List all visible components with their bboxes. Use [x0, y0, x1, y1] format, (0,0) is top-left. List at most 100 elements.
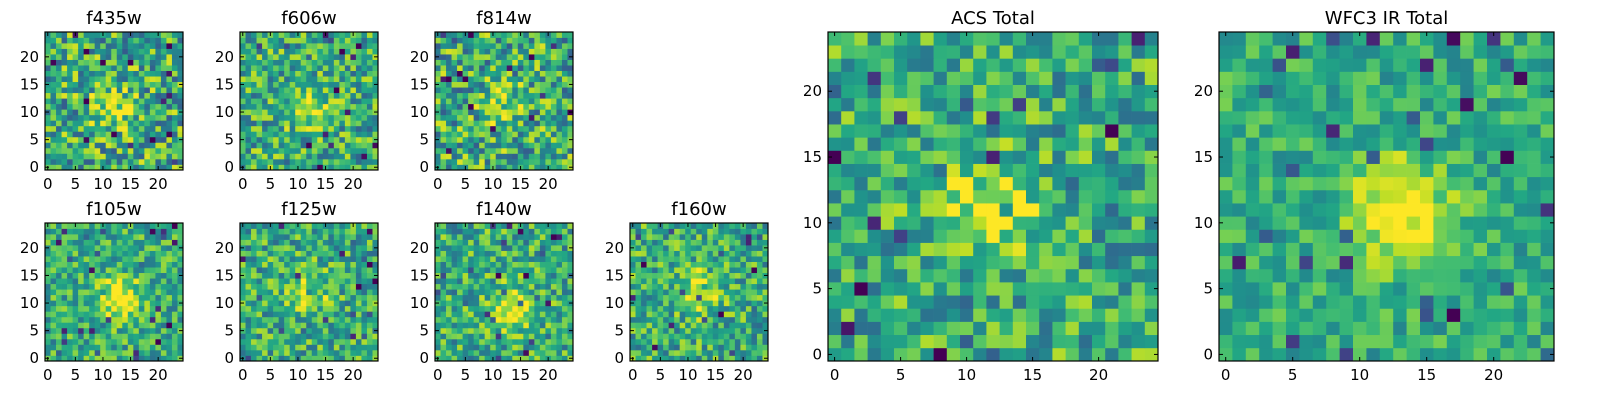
heatmap-cell — [635, 228, 642, 235]
heatmap-cell — [245, 125, 252, 132]
heatmap-cell — [67, 355, 73, 362]
heatmap-cell — [501, 305, 508, 312]
heatmap-cell — [50, 300, 57, 307]
heatmap-cell — [289, 48, 296, 55]
y-tick-label: 0 — [224, 349, 234, 367]
heatmap-cell — [138, 333, 145, 340]
heatmap-cell — [122, 98, 129, 105]
heatmap-cell — [986, 295, 1000, 309]
heatmap-cell — [517, 289, 524, 296]
heatmap-cell — [933, 189, 948, 204]
heatmap-cell — [457, 147, 463, 154]
heatmap-cell — [506, 228, 513, 235]
heatmap-cell — [495, 48, 502, 55]
heatmap-cell — [339, 142, 346, 149]
heatmap-cell — [361, 322, 368, 329]
heatmap-cell — [435, 322, 441, 329]
heatmap-cell — [696, 234, 703, 240]
heatmap-cell — [506, 294, 513, 301]
heatmap-cell — [679, 327, 686, 334]
heatmap-cell — [306, 87, 313, 94]
heatmap-cell — [501, 92, 508, 99]
heatmap-cell — [635, 316, 642, 323]
heatmap-cell — [946, 163, 961, 178]
heatmap-cell — [663, 294, 669, 301]
heatmap-cell — [56, 103, 62, 110]
heatmap-cell — [723, 327, 730, 334]
heatmap-cell — [894, 334, 908, 349]
heatmap-cell — [468, 65, 474, 71]
heatmap-cell — [1105, 321, 1119, 336]
heatmap-cell — [344, 164, 351, 171]
heatmap-cell — [512, 87, 519, 94]
heatmap-cell — [506, 234, 513, 240]
heatmap-cell — [534, 245, 541, 251]
heatmap-cell — [50, 283, 57, 290]
heatmap-cell — [317, 158, 324, 165]
heatmap-cell — [133, 54, 140, 60]
heatmap-cell — [295, 81, 302, 88]
heatmap-cell — [322, 294, 329, 301]
heatmap-cell — [1118, 347, 1132, 362]
heatmap-cell — [339, 272, 346, 279]
heatmap-cell — [339, 32, 346, 38]
heatmap-cell — [1118, 321, 1132, 336]
heatmap-cell — [284, 278, 291, 285]
heatmap-cell — [72, 250, 79, 257]
heatmap-cell — [473, 272, 480, 279]
heatmap-cell — [635, 283, 642, 290]
heatmap-cell — [94, 349, 101, 356]
heatmap-cell — [528, 245, 535, 251]
heatmap-cell — [166, 272, 173, 279]
heatmap-cell — [462, 136, 469, 143]
heatmap-cell — [462, 54, 469, 60]
heatmap-cell — [435, 131, 441, 138]
heatmap-cell — [523, 37, 530, 44]
heatmap-cell — [440, 261, 447, 268]
heatmap-cell — [361, 109, 368, 116]
heatmap-cell — [361, 294, 368, 301]
heatmap-cell — [512, 70, 519, 77]
heatmap-cell — [350, 125, 357, 132]
heatmap-cell — [372, 125, 379, 132]
heatmap-cell — [468, 294, 474, 301]
heatmap-cell — [495, 305, 502, 312]
heatmap-cell — [630, 316, 636, 323]
heatmap-cell — [240, 239, 246, 246]
heatmap-cell — [468, 109, 474, 116]
heatmap-cell — [251, 103, 257, 110]
heatmap-cell — [1039, 255, 1053, 270]
heatmap-cell — [462, 142, 469, 149]
heatmap-cell — [295, 59, 302, 66]
heatmap-cell — [50, 245, 57, 251]
heatmap-cell — [267, 300, 274, 307]
heatmap-cell — [171, 289, 178, 296]
heatmap-cell — [506, 158, 513, 165]
heatmap-cell — [160, 261, 167, 268]
heatmap-cell — [61, 322, 68, 329]
heatmap-cell — [78, 305, 84, 312]
heatmap-cell — [641, 333, 647, 340]
heatmap-cell — [111, 311, 118, 318]
heatmap-cell — [94, 158, 101, 165]
heatmap-cell — [457, 136, 463, 143]
heatmap-cell — [56, 153, 62, 160]
heatmap-cell — [539, 333, 546, 340]
heatmap-cell — [127, 250, 134, 257]
heatmap-cell — [1144, 203, 1159, 217]
heatmap-cell — [45, 76, 51, 83]
heatmap-cell — [663, 223, 669, 229]
heatmap-cell — [251, 125, 257, 132]
heatmap-cell — [1012, 189, 1027, 204]
heatmap-cell — [350, 43, 357, 49]
heatmap-cell — [679, 283, 686, 290]
heatmap-cell — [641, 289, 647, 296]
heatmap-cell — [122, 333, 129, 340]
heatmap-cell — [512, 283, 519, 290]
heatmap-cell — [462, 327, 469, 334]
heatmap-cell — [339, 131, 346, 138]
heatmap-cell — [501, 267, 508, 274]
heatmap-cell — [745, 272, 752, 279]
heatmap-cell — [556, 114, 563, 121]
heatmap-cell — [317, 131, 324, 138]
